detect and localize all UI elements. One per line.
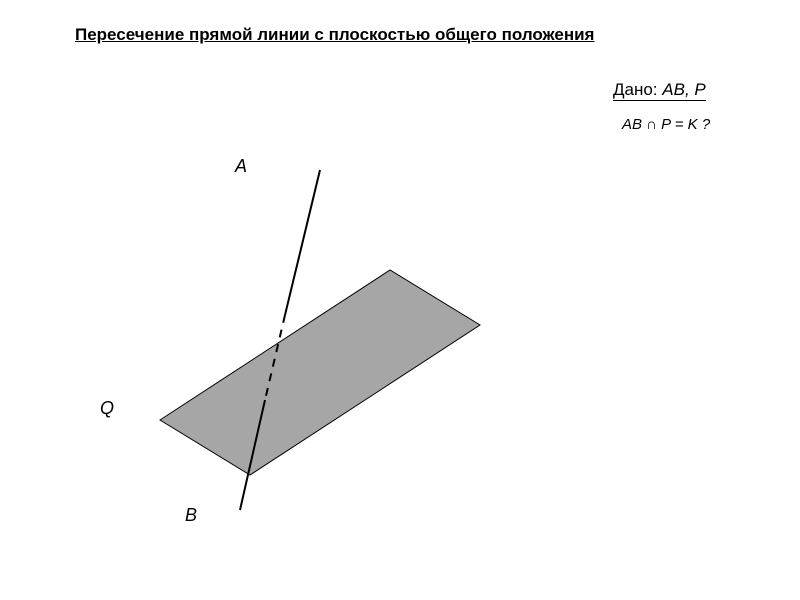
diagram-svg bbox=[80, 150, 500, 550]
formula-text: AB ∩ P = K ? bbox=[622, 116, 710, 133]
given-block: Дано: AB, P bbox=[613, 80, 706, 100]
label-b: B bbox=[185, 505, 197, 526]
line-upper bbox=[285, 170, 320, 315]
diagram-container: A B Q bbox=[80, 150, 500, 550]
given-prefix: Дано: bbox=[613, 80, 662, 99]
label-q: Q bbox=[100, 398, 114, 419]
label-a: A bbox=[235, 156, 247, 177]
plane-polygon bbox=[160, 270, 480, 475]
page-title: Пересечение прямой линии с плоскостью об… bbox=[75, 25, 594, 45]
given-value: AB, P bbox=[662, 80, 705, 99]
